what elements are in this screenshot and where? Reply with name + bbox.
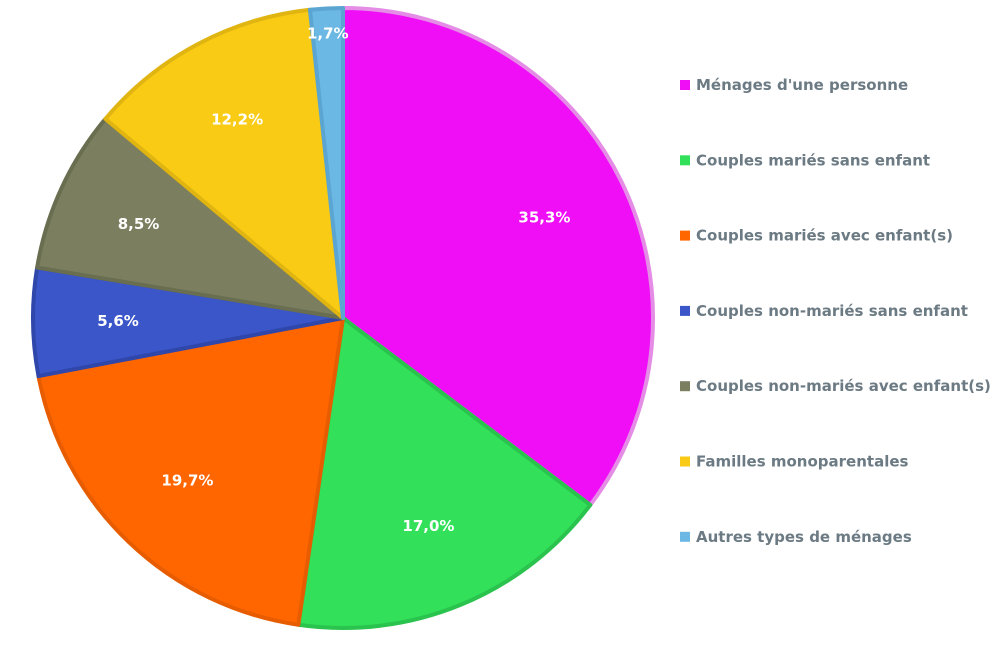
pie-slice-6 [103,7,345,320]
slice-value-label: 5,6% [97,312,139,330]
pie-slice-7 [307,6,345,320]
slice-value-label: 1,7% [307,24,349,42]
legend-label: Couples mariés sans enfant [696,151,930,169]
legend-label: Ménages d'une personne [696,76,908,94]
pie-slice-2 [296,316,593,630]
legend-swatch [680,531,690,542]
legend-swatch [680,456,690,467]
legend-item: Autres types de ménages [680,528,912,546]
legend-swatch [680,305,690,316]
legend-label: Couples non-mariés sans enfant [696,302,968,320]
legend-label: Couples mariés avec enfant(s) [696,227,953,245]
pie-slice-5 [35,116,345,320]
legend-item: Couples non-mariés sans enfant [680,302,968,320]
legend-item: Couples non-mariés avec enfant(s) [680,377,991,395]
legend-item: Familles monoparentales [680,453,909,471]
legend-label: Familles monoparentales [696,453,909,471]
legend-label: Couples non-mariés avec enfant(s) [696,377,991,395]
slice-value-label: 19,7% [161,472,213,490]
slice-value-label: 8,5% [118,215,160,233]
pie-slice-1 [341,6,655,507]
pie-slice-labels: 35,3% 17,0% 19,7% 5,6% 8,5% 12,2% 1,7% [97,24,570,535]
legend: Ménages d'une personne Couples mariés san… [680,76,991,546]
legend-swatch [680,155,690,166]
pie-slice-3 [36,316,345,627]
legend-item: Couples mariés avec enfant(s) [680,227,953,245]
pie-slices [31,6,655,630]
legend-swatch [680,381,690,392]
slice-value-label: 12,2% [211,110,263,128]
legend-swatch [680,230,690,241]
legend-item: Couples mariés sans enfant [680,151,930,169]
legend-item: Ménages d'une personne [680,76,908,94]
legend-label: Autres types de ménages [696,528,912,546]
slice-value-label: 35,3% [518,209,570,227]
slice-value-label: 17,0% [402,517,454,535]
legend-swatch [680,80,690,90]
